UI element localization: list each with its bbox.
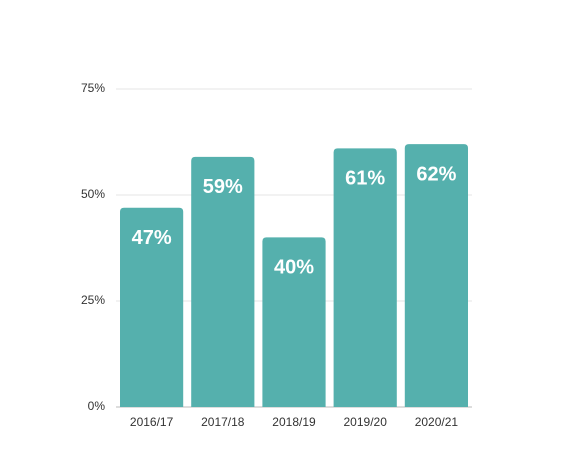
x-tick-label: 2019/20 bbox=[344, 415, 388, 429]
bar bbox=[120, 207, 184, 407]
bar bbox=[333, 148, 397, 408]
y-tick-label: 75% bbox=[81, 81, 105, 95]
value-label: 59% bbox=[203, 176, 243, 198]
x-tick-label: 2018/19 bbox=[272, 415, 316, 429]
y-tick-label: 25% bbox=[81, 293, 105, 307]
bar bbox=[404, 144, 468, 407]
x-tick-label: 2020/21 bbox=[415, 415, 459, 429]
value-label: 61% bbox=[345, 168, 385, 190]
y-tick-label: 50% bbox=[81, 187, 105, 201]
x-tick-label: 2016/17 bbox=[130, 415, 174, 429]
value-label: 62% bbox=[416, 163, 456, 185]
bar bbox=[191, 156, 255, 407]
value-label: 40% bbox=[274, 257, 314, 279]
y-tick-label: 0% bbox=[88, 399, 106, 413]
bar bbox=[262, 237, 326, 407]
value-label: 47% bbox=[132, 227, 172, 249]
x-tick-label: 2017/18 bbox=[201, 415, 245, 429]
